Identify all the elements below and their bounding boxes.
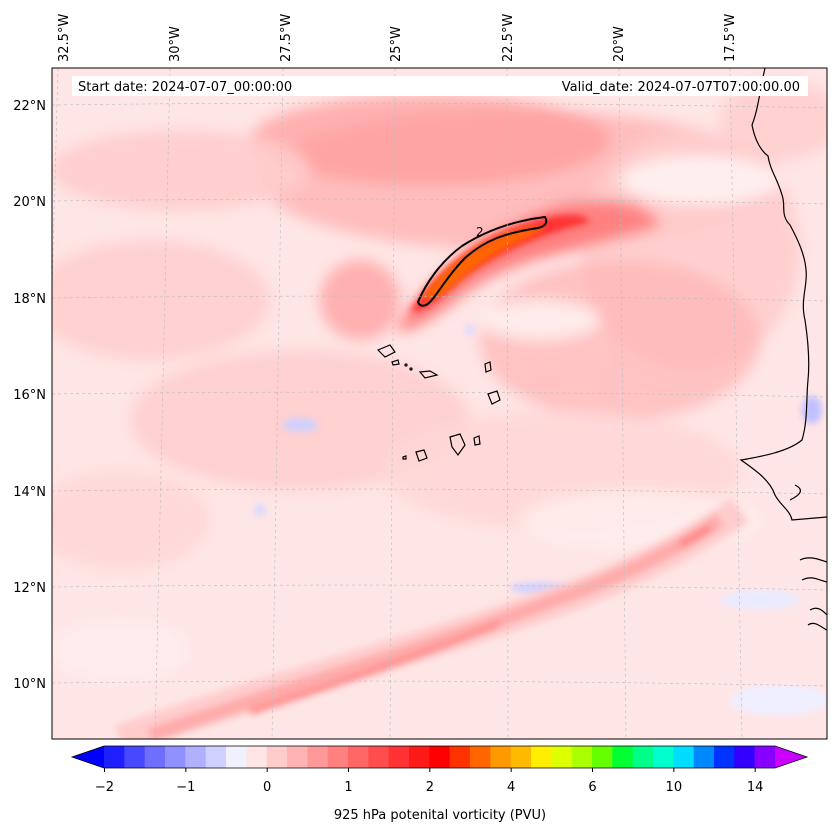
colorbar-cell bbox=[449, 746, 471, 768]
start-date: Start date: 2024-07-07_00:00:00 bbox=[78, 80, 292, 95]
colorbar-tick-label: 1 bbox=[344, 780, 352, 795]
lat-label: 10°N bbox=[13, 677, 46, 692]
colorbar-cell bbox=[185, 746, 207, 768]
lon-label: 32.5°W bbox=[57, 14, 72, 62]
date-strip bbox=[72, 76, 808, 96]
contour-line-2 bbox=[416, 215, 548, 307]
colorbar-tick-label: 2 bbox=[426, 780, 434, 795]
lon-label: 25°W bbox=[389, 26, 404, 62]
lat-label: 12°N bbox=[13, 581, 46, 596]
valid-date: Valid_date: 2024-07-07T07:00:00.00 bbox=[562, 80, 800, 95]
colorbar-cell bbox=[632, 746, 654, 768]
cape-verde-islands bbox=[376, 344, 501, 462]
colorbar-cell bbox=[266, 746, 288, 768]
colorbar-cell bbox=[144, 746, 166, 768]
colorbar-cell bbox=[165, 746, 186, 768]
colorbar-cell bbox=[226, 746, 247, 768]
colorbar-cell bbox=[470, 746, 491, 768]
colorbar-cell bbox=[124, 746, 146, 768]
colorbar-cell bbox=[592, 746, 613, 768]
colorbar-cell bbox=[205, 746, 227, 768]
colorbar-cell bbox=[653, 746, 674, 768]
colorbar-cell bbox=[510, 746, 532, 768]
colorbar-tick-label: 4 bbox=[507, 780, 515, 795]
longitude-labels: 32.5°W 30°W 27.5°W 25°W 22.5°W 20°W 17.5… bbox=[57, 14, 738, 62]
colorbar: −2 −1 0 1 2 4 6 10 14 bbox=[70, 745, 809, 795]
contour-label: 2 bbox=[476, 225, 484, 239]
colorbar-cell bbox=[490, 746, 512, 768]
pv-maximum-feature: 2 bbox=[395, 201, 660, 331]
colorbar-cell bbox=[429, 746, 451, 768]
colorbar-cell bbox=[673, 746, 695, 768]
colorbar-over-arrow bbox=[775, 746, 807, 768]
colorbar-cell bbox=[348, 746, 369, 768]
colorbar-cell bbox=[571, 746, 593, 768]
coastline bbox=[739, 68, 827, 631]
lon-label: 17.5°W bbox=[723, 14, 738, 62]
lat-label: 20°N bbox=[13, 195, 46, 210]
lat-label: 14°N bbox=[13, 485, 46, 500]
colorbar-cell bbox=[551, 746, 573, 768]
colorbar-tick-label: −1 bbox=[176, 780, 195, 795]
colorbar-cell bbox=[734, 746, 756, 768]
colorbar-cell bbox=[714, 746, 735, 768]
colorbar-cell bbox=[368, 746, 390, 768]
lon-label: 27.5°W bbox=[279, 14, 294, 62]
colorbar-cell bbox=[754, 746, 776, 768]
lon-label: 20°W bbox=[612, 26, 627, 62]
colorbar-cell bbox=[307, 746, 329, 768]
colorbar-cell bbox=[287, 746, 308, 768]
colorbar-cell bbox=[409, 746, 430, 768]
colorbar-tick-label: 6 bbox=[588, 780, 596, 795]
colorbar-tick-label: 14 bbox=[747, 780, 764, 795]
map-area: 2 bbox=[52, 68, 827, 739]
colorbar-title: 925 hPa potenital vorticity (PVU) bbox=[333, 808, 547, 823]
colorbar-cell bbox=[612, 746, 634, 768]
lat-label: 18°N bbox=[13, 292, 46, 307]
colorbar-cell bbox=[693, 746, 715, 768]
colorbar-cell bbox=[531, 746, 552, 768]
graticule bbox=[52, 68, 827, 739]
latitude-labels: 22°N 20°N 18°N 16°N 14°N 12°N 10°N bbox=[13, 99, 46, 692]
lon-label: 22.5°W bbox=[501, 14, 516, 62]
lower-vorticity-band bbox=[114, 497, 749, 739]
colorbar-tick-label: 10 bbox=[666, 780, 683, 795]
lat-label: 16°N bbox=[13, 388, 46, 403]
lat-label: 22°N bbox=[13, 99, 46, 114]
lon-label: 30°W bbox=[168, 26, 183, 62]
colorbar-cell bbox=[246, 746, 268, 768]
colorbar-under-arrow bbox=[72, 746, 104, 768]
colorbar-cell bbox=[327, 746, 349, 768]
colorbar-tick-label: 0 bbox=[263, 780, 271, 795]
colorbar-cell bbox=[104, 746, 125, 768]
colorbar-tick-label: −2 bbox=[95, 780, 114, 795]
negative-vorticity-patches bbox=[254, 324, 827, 715]
map-frame bbox=[51, 67, 828, 740]
colorbar-cell bbox=[388, 746, 410, 768]
